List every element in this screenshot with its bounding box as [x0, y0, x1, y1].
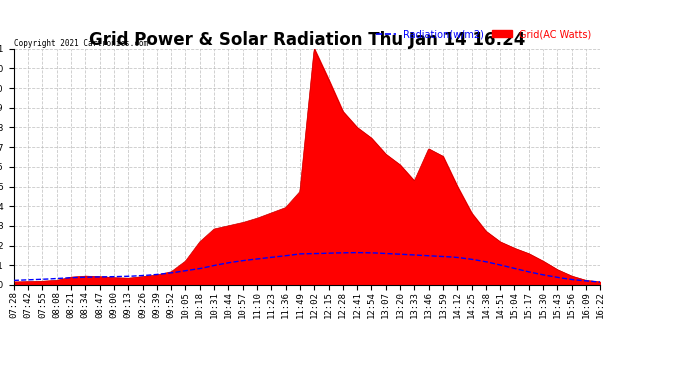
Legend: Radiation(w/m2), Grid(AC Watts): Radiation(w/m2), Grid(AC Watts) — [373, 25, 595, 43]
Title: Grid Power & Solar Radiation Thu Jan 14 16:24: Grid Power & Solar Radiation Thu Jan 14 … — [89, 31, 525, 49]
Text: Copyright 2021 Cartronics.com: Copyright 2021 Cartronics.com — [14, 39, 148, 48]
